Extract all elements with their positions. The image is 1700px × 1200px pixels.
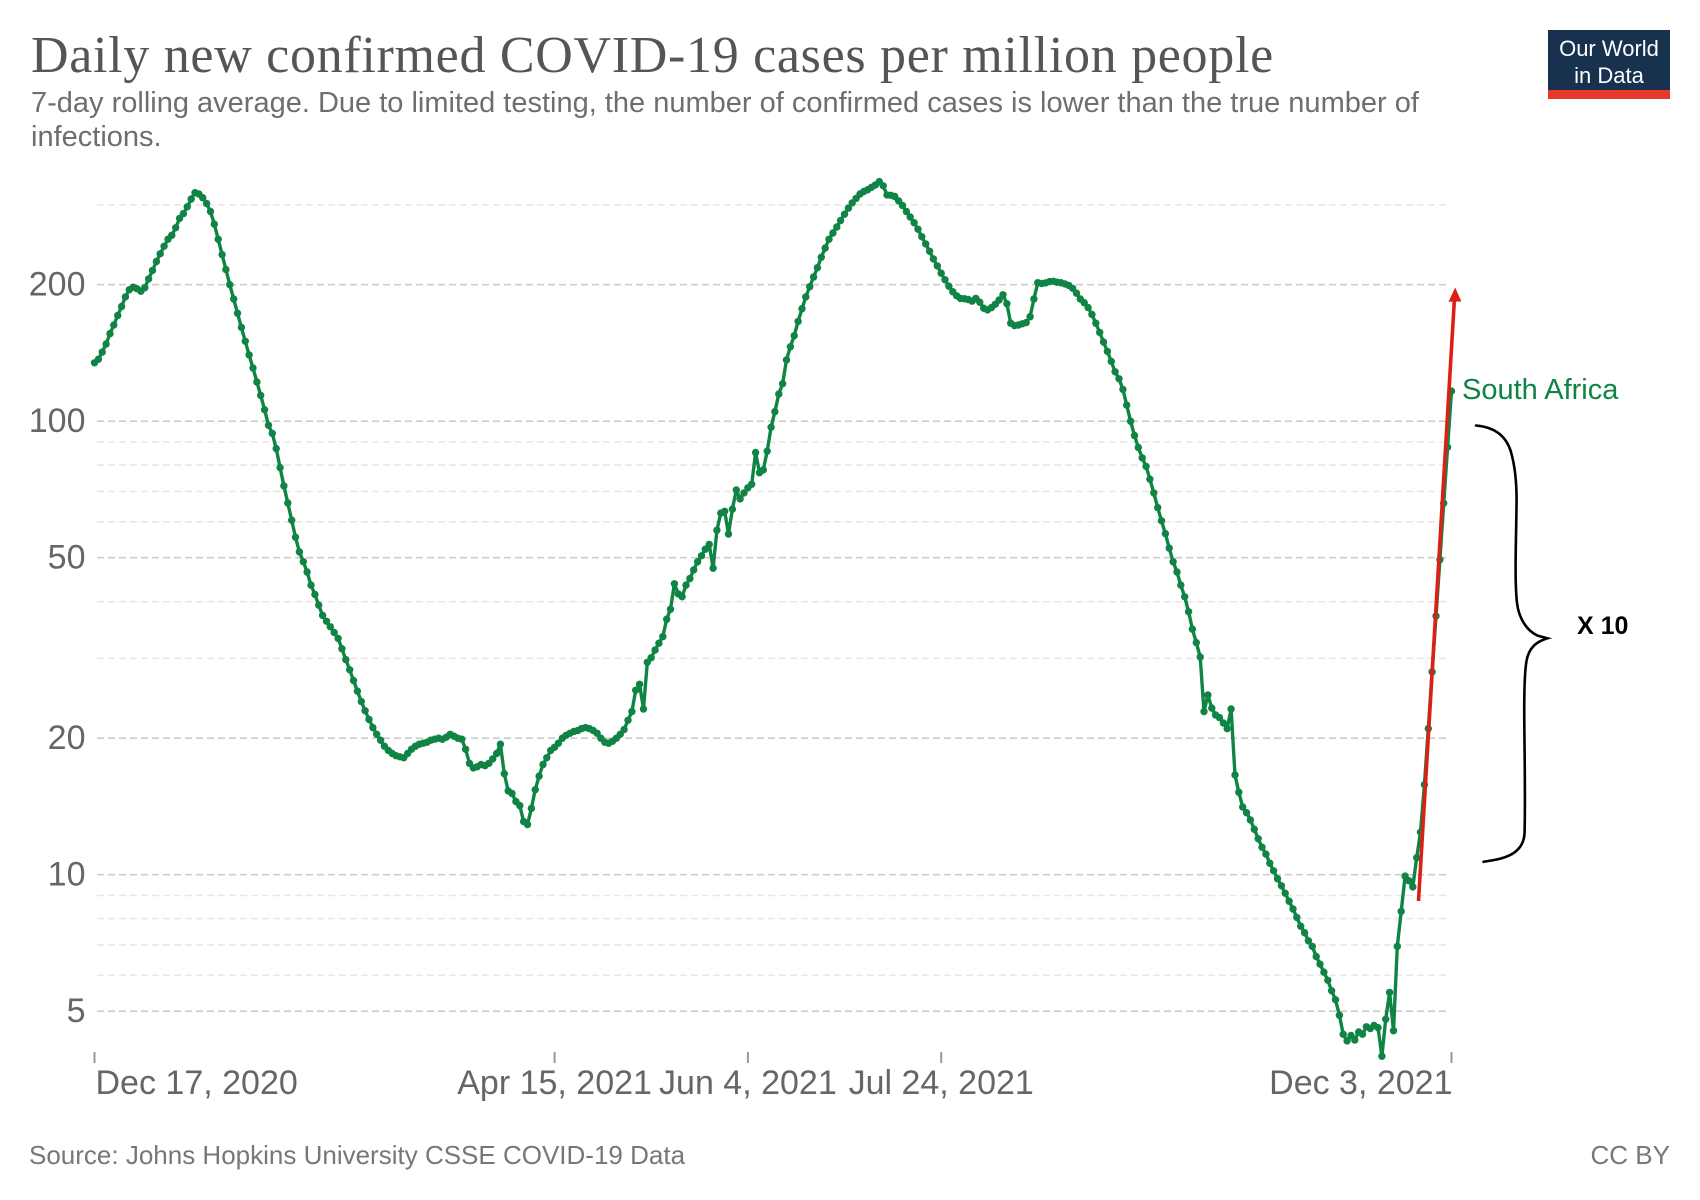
- svg-text:Dec 17, 2020: Dec 17, 2020: [96, 1064, 298, 1102]
- svg-text:10: 10: [48, 856, 86, 894]
- svg-text:5: 5: [67, 992, 86, 1030]
- svg-text:Jun 4, 2021: Jun 4, 2021: [659, 1064, 837, 1102]
- svg-text:South Africa: South Africa: [1462, 374, 1619, 406]
- svg-text:50: 50: [48, 539, 86, 577]
- svg-text:200: 200: [29, 266, 86, 304]
- svg-text:20: 20: [48, 719, 86, 757]
- svg-text:100: 100: [29, 402, 86, 440]
- svg-text:X 10: X 10: [1577, 612, 1628, 640]
- svg-text:Dec 3, 2021: Dec 3, 2021: [1269, 1064, 1452, 1102]
- svg-text:Jul 24, 2021: Jul 24, 2021: [849, 1064, 1034, 1102]
- svg-text:Apr 15, 2021: Apr 15, 2021: [457, 1064, 652, 1102]
